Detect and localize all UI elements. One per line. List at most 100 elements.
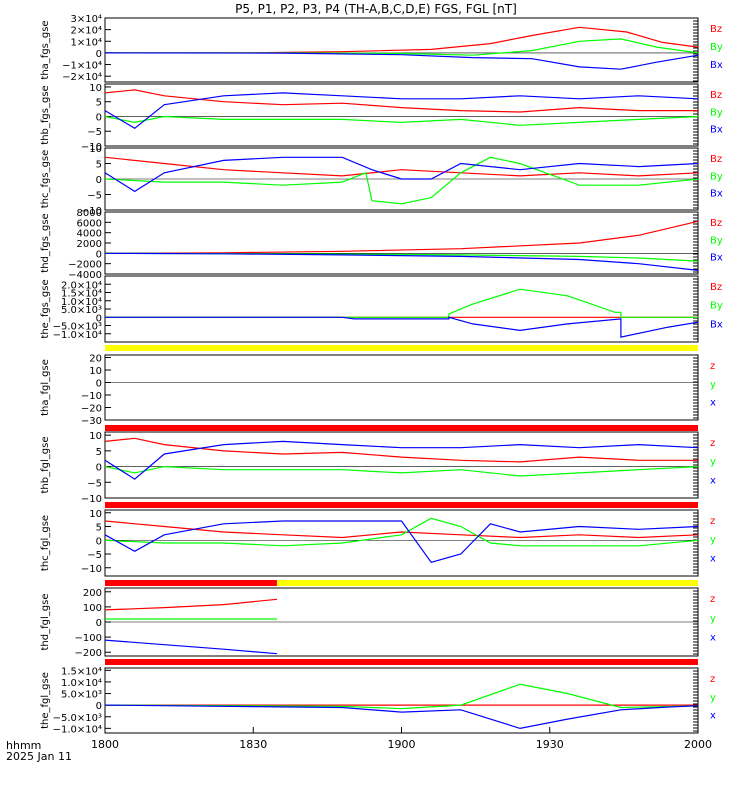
y-tick-label: 1.5×10⁴ xyxy=(61,666,102,677)
y-tick-label: −20 xyxy=(81,404,102,415)
panel-frame xyxy=(104,211,699,275)
y-tick-label: −10 xyxy=(81,206,102,217)
y-tick-label: 0 xyxy=(96,249,102,260)
y-tick-label: 0 xyxy=(96,49,102,60)
legend-label: Bx xyxy=(710,60,723,71)
y-tick-label: −10 xyxy=(81,494,102,505)
series-line-Bx xyxy=(104,252,699,271)
legend-label: z xyxy=(710,361,715,372)
y-tick-label: −4000 xyxy=(68,270,102,281)
series-line-z xyxy=(104,520,699,539)
y-tick-label: 6000 xyxy=(77,218,102,229)
legend-label: By xyxy=(710,171,723,182)
y-tick-label: 0 xyxy=(96,618,102,629)
y-tick-label: 0 xyxy=(96,536,102,547)
plot-title: P5, P1, P2, P3, P4 (TH-A,B,C,D,E) FGS, F… xyxy=(235,2,517,16)
legend-label: y xyxy=(710,457,716,468)
panel-y-label: tha_fgl_gse xyxy=(40,359,51,416)
panel-y-label: the_fgl_gse xyxy=(40,672,51,729)
y-tick-label: 10 xyxy=(89,366,102,377)
x-tick-label: 1900 xyxy=(388,738,416,751)
series-line-x xyxy=(104,440,699,480)
y-tick-label: −2×10⁴ xyxy=(62,72,102,83)
y-tick-label: 2000 xyxy=(77,239,102,250)
legend-label: Bx xyxy=(710,253,723,264)
x-tick-label: 1800 xyxy=(91,738,119,751)
series-line-Bx xyxy=(105,316,699,338)
series-line-Bz xyxy=(104,89,698,113)
y-tick-label: 20 xyxy=(89,354,102,365)
y-tick-label: 5 xyxy=(96,523,102,534)
panel-frame xyxy=(104,17,699,83)
x-tick-label: 1830 xyxy=(239,738,267,751)
y-tick-label: 5 xyxy=(96,160,102,171)
series-line-z xyxy=(104,437,698,463)
legend-label: z xyxy=(710,516,715,527)
series-line-x xyxy=(104,704,699,730)
legend-label: Bz xyxy=(710,154,722,165)
panel-y-label: tha_fgs_gse xyxy=(40,20,51,79)
legend-label: z xyxy=(710,674,715,685)
panel-frame xyxy=(104,667,699,734)
legend-label: z xyxy=(710,594,715,605)
legend-label: y xyxy=(710,535,716,546)
legend-label: x xyxy=(710,711,716,722)
y-tick-label: 10 xyxy=(89,144,102,155)
y-tick-label: 2×10⁴ xyxy=(71,26,102,37)
y-tick-label: 100 xyxy=(83,603,102,614)
y-tick-label: −10 xyxy=(81,564,102,575)
data-quality-bar xyxy=(276,580,698,586)
legend-label: Bz xyxy=(710,24,722,35)
legend-label: Bz xyxy=(710,218,722,229)
y-tick-label: −10 xyxy=(81,391,102,402)
y-tick-label: 8000 xyxy=(77,208,102,219)
data-quality-bar xyxy=(105,580,277,586)
series-line-By xyxy=(104,252,699,262)
y-tick-label: 2.0×10⁴ xyxy=(61,280,102,291)
series-line-Bx xyxy=(104,52,699,70)
panel-y-label: thc_fgl_gse xyxy=(40,515,51,571)
y-tick-label: −5.0×10³ xyxy=(53,713,102,724)
date-label: 2025 Jan 11 xyxy=(6,750,72,763)
y-tick-label: 1×10⁴ xyxy=(71,37,102,48)
legend-label: x xyxy=(710,633,716,644)
y-tick-label: 10 xyxy=(89,83,102,94)
series-line-y xyxy=(104,465,699,477)
y-tick-label: −30 xyxy=(81,416,102,427)
series-line-x xyxy=(104,639,278,655)
legend-label: Bz xyxy=(710,282,722,293)
legend-label: y xyxy=(710,379,716,390)
legend-label: Bx xyxy=(710,189,723,200)
series-line-By xyxy=(104,115,699,126)
y-tick-label: −200 xyxy=(75,648,102,659)
legend-label: By xyxy=(710,42,723,53)
panel-frame xyxy=(104,431,699,499)
data-quality-bar xyxy=(105,502,698,508)
legend-label: x xyxy=(710,398,716,409)
y-tick-label: 5 xyxy=(96,98,102,109)
y-tick-label: 0 xyxy=(96,379,102,390)
y-tick-label: −100 xyxy=(75,633,102,644)
y-tick-label: 4000 xyxy=(77,229,102,240)
legend-label: Bx xyxy=(710,319,723,330)
panel-frame xyxy=(104,275,699,343)
data-quality-bar xyxy=(105,425,698,431)
y-tick-label: 10 xyxy=(89,509,102,520)
y-tick-label: −5 xyxy=(87,191,102,202)
y-tick-label: 0 xyxy=(96,175,102,186)
series-line-Bz xyxy=(104,156,699,177)
y-tick-label: 10 xyxy=(89,431,102,442)
data-quality-bar xyxy=(105,345,698,351)
series-line-x xyxy=(104,520,699,563)
panel-y-label: thd_fgs_gse xyxy=(40,213,51,272)
y-tick-label: 1.5×10⁴ xyxy=(61,289,102,300)
y-tick-label: 5 xyxy=(96,447,102,458)
legend-label: x xyxy=(710,475,716,486)
y-tick-label: −5 xyxy=(87,478,102,489)
y-tick-label: −1.0×10⁴ xyxy=(53,330,102,341)
series-line-By xyxy=(104,156,699,205)
y-tick-label: 1.0×10⁴ xyxy=(61,678,102,689)
series-line-y xyxy=(104,517,699,547)
